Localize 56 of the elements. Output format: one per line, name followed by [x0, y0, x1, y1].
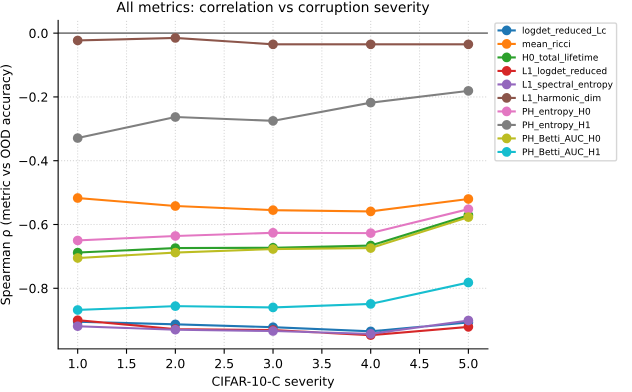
y-tick-label: −0.4 [19, 156, 48, 166]
point [72, 305, 83, 315]
point [170, 231, 180, 241]
y-tick-label: −0.2 [19, 92, 48, 102]
point [366, 39, 376, 50]
x-tick-label: 2.0 [166, 358, 184, 368]
point [268, 116, 278, 126]
point [170, 112, 180, 122]
point [170, 33, 180, 43]
point [464, 86, 474, 96]
x-tick-label: 4.0 [361, 358, 380, 368]
x-tick-label: 2.5 [215, 358, 234, 368]
y-tick-label: −0.6 [19, 220, 48, 230]
x-tick-label: 3.0 [264, 358, 282, 368]
point [464, 278, 474, 288]
chart-title: All metrics: correlation vs corruption severity [116, 1, 430, 15]
point [464, 194, 474, 204]
point [170, 301, 180, 312]
y-axis-title: Spearman ρ (metric vs OOD accuracy) [0, 65, 13, 304]
point [268, 228, 278, 238]
point [72, 36, 83, 46]
point [268, 205, 278, 216]
point [268, 39, 278, 50]
x-tick-label: 1.0 [69, 358, 87, 368]
point [464, 204, 474, 214]
legend-label: H0_total_lifetime [522, 54, 598, 63]
x-tick-label: 5.0 [459, 358, 478, 368]
point [268, 302, 278, 312]
legend-label: L1_spectral_entropy [522, 80, 613, 90]
x-tick-label: 1.5 [118, 358, 136, 368]
point [366, 243, 376, 253]
point [366, 206, 376, 216]
legend-label: PH_Betti_AUC_H0 [522, 134, 600, 144]
legend-label: PH_entropy_H0 [522, 108, 590, 117]
point [170, 248, 180, 258]
point [72, 193, 83, 203]
y-tick-label: 0.0 [29, 28, 48, 38]
point [366, 299, 376, 309]
legend-label: logdet_reduced_Lc [522, 26, 606, 36]
x-tick-label: 4.5 [410, 358, 428, 368]
point [464, 39, 474, 50]
x-axis-title: CIFAR-10-C severity [212, 376, 334, 388]
legend-label: L1_logdet_reduced [522, 67, 606, 76]
point [366, 98, 376, 108]
legend-label: PH_entropy_H1 [522, 121, 590, 130]
point [72, 133, 83, 143]
legend-label: PH_Betti_AUC_H1 [522, 148, 600, 158]
point [366, 228, 376, 238]
point [72, 321, 83, 332]
point [72, 253, 83, 263]
legend-label: mean_ricci [522, 40, 570, 50]
point [170, 201, 180, 211]
x-tick-label: 3.5 [312, 358, 331, 368]
y-tick-label: −0.8 [19, 284, 48, 294]
point [72, 236, 83, 246]
legend-label: L1_harmonic_dim [522, 94, 600, 104]
